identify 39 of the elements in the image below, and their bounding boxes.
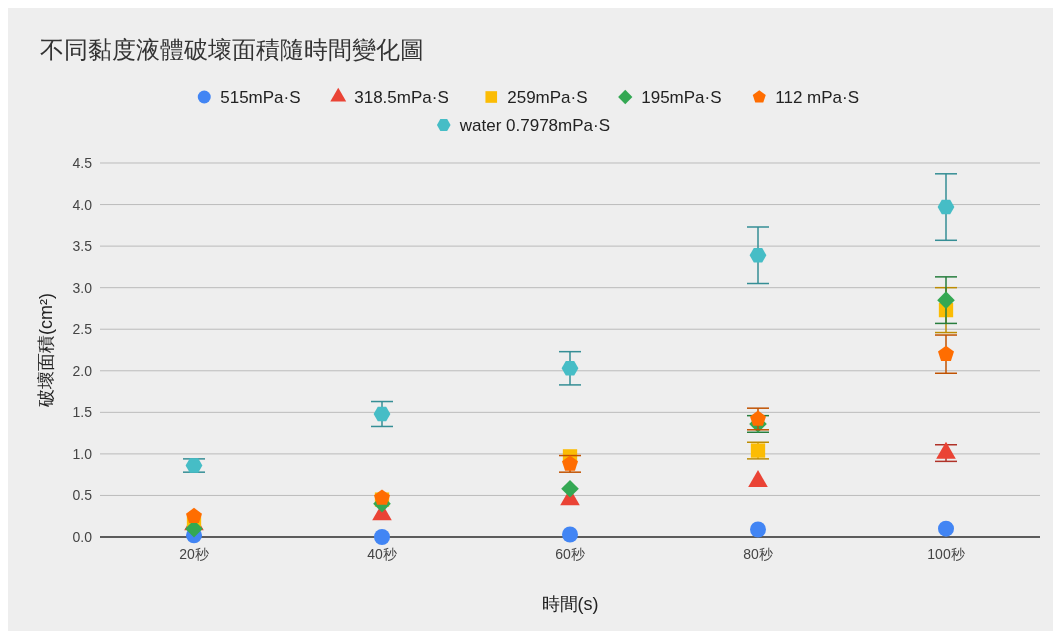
point: [374, 529, 390, 545]
y-tick-label: 3.5: [72, 238, 93, 255]
point: [562, 526, 578, 543]
legend-label: 195mPa·S: [641, 88, 722, 107]
y-tick-label: 2.0: [72, 362, 93, 379]
legend-label: 318.5mPa·S: [354, 88, 449, 107]
x-tick-label: 100秒: [927, 546, 965, 562]
point: [750, 443, 766, 458]
legend-label: 515mPa·S: [220, 88, 301, 107]
point: [938, 520, 954, 537]
point: [186, 507, 202, 524]
y-tick-label: 0.5: [72, 487, 93, 504]
y-tick-label: 4.5: [72, 155, 93, 171]
point: [749, 247, 767, 263]
point: [562, 455, 578, 471]
point: [750, 410, 766, 426]
legend-label: 259mPa·S: [507, 88, 588, 107]
y-tick-label: 1.0: [72, 445, 93, 462]
y-tick-label: 0.0: [72, 529, 93, 545]
y-axis-title: 破壞面積(cm²): [36, 293, 56, 408]
y-tick-label: 4.0: [72, 196, 93, 213]
point: [373, 406, 391, 422]
point: [750, 521, 766, 538]
x-tick-label: 80秒: [743, 546, 773, 562]
point: [561, 361, 579, 376]
y-tick-label: 2.5: [72, 321, 93, 338]
chart-title: 不同黏度液體破壞面積隨時間變化圖: [40, 36, 424, 63]
y-tick-label: 1.5: [72, 404, 93, 421]
x-tick-label: 60秒: [555, 546, 585, 562]
y-tick-label: 3.0: [72, 279, 93, 296]
point: [937, 291, 955, 309]
x-axis-title: 時間(s): [541, 594, 599, 614]
point: [561, 480, 579, 498]
x-tick-label: 40秒: [367, 546, 397, 562]
x-tick-label: 20秒: [179, 546, 209, 562]
legend-label: 112 mPa·S: [775, 88, 860, 107]
point: [937, 199, 955, 215]
legend-label: water 0.7978mPa·S: [458, 116, 610, 135]
point: [938, 345, 954, 361]
